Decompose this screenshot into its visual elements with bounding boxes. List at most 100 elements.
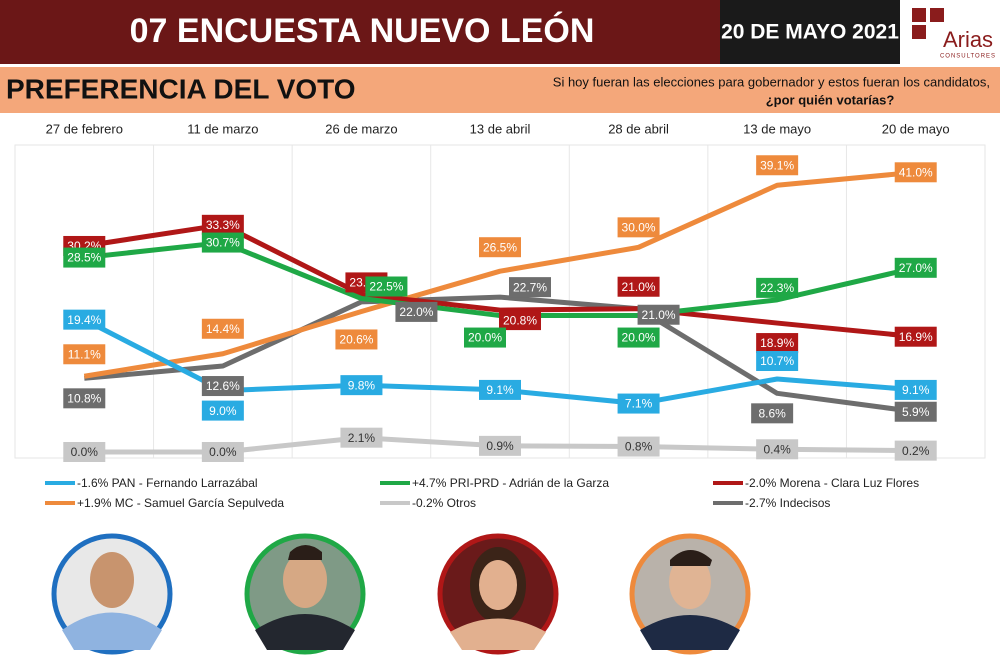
- value-label: 0.9%: [486, 439, 514, 453]
- value-label: 30.7%: [206, 236, 240, 250]
- value-label: 19.4%: [67, 313, 101, 327]
- value-label-box: [201, 232, 244, 253]
- value-label-box: [756, 439, 799, 460]
- value-label-box: [617, 276, 660, 297]
- value-label: 22.3%: [760, 281, 794, 295]
- value-label: 20.6%: [339, 333, 373, 347]
- value-label-box: [63, 309, 106, 330]
- header-bar: [0, 0, 720, 64]
- value-label-box: [894, 401, 937, 422]
- x-tick-label: 13 de mayo: [743, 121, 811, 136]
- value-label-box: [201, 214, 244, 235]
- value-label: 22.7%: [513, 280, 547, 294]
- x-tick-label: 28 de abril: [608, 121, 669, 136]
- value-label-box: [751, 403, 794, 424]
- section-title: PREFERENCIA DEL VOTO: [6, 73, 356, 104]
- value-label: 0.4%: [763, 442, 791, 456]
- value-label-box: [756, 351, 799, 372]
- value-label: 5.9%: [902, 405, 930, 419]
- series-line: [83, 169, 916, 379]
- question-line-1: Si hoy fueran las elecciones para gobern…: [553, 74, 990, 89]
- value-label: 20.0%: [622, 331, 656, 345]
- x-tick-label: 11 de marzo: [187, 121, 258, 136]
- value-label: 22.0%: [399, 305, 433, 319]
- x-tick-label: 27 de febrero: [46, 121, 123, 136]
- header-title: 07 ENCUESTA NUEVO LEÓN: [130, 12, 595, 50]
- value-label-box: [894, 326, 937, 347]
- value-label: 33.3%: [206, 218, 240, 232]
- value-label-box: [201, 442, 244, 462]
- photo-pan: [51, 533, 173, 655]
- value-label: 10.7%: [760, 354, 794, 368]
- legend-label: -2.7% Indecisos: [745, 496, 830, 510]
- header-date: 20 DE MAYO 2021: [721, 21, 899, 44]
- value-label-box: [340, 375, 383, 396]
- value-label-box: [335, 329, 378, 350]
- x-tick-label: 20 de mayo: [882, 121, 950, 136]
- value-label: 16.9%: [899, 330, 933, 344]
- value-label: 18.9%: [760, 336, 794, 350]
- value-label-box: [63, 247, 106, 268]
- date-box: [720, 0, 900, 64]
- question-line-2: ¿por quién votarías?: [766, 92, 895, 107]
- value-label-box: [756, 277, 799, 298]
- logo-icon: [912, 8, 944, 39]
- value-label-box: [464, 327, 506, 348]
- legend-label: -2.0% Morena - Clara Luz Flores: [745, 476, 919, 490]
- value-label: 8.6%: [758, 407, 786, 421]
- value-label: 12.6%: [206, 379, 240, 393]
- value-label: 39.1%: [760, 158, 794, 172]
- section-bar: [0, 67, 1000, 113]
- value-label: 30.0%: [622, 221, 656, 235]
- value-label-box: [201, 400, 244, 421]
- value-label-box: [894, 440, 937, 461]
- value-label: 9.1%: [902, 383, 930, 397]
- value-label: 20.8%: [503, 313, 537, 327]
- value-label: 0.8%: [625, 440, 653, 454]
- chart: 27 de febrero 11 de marzo 26 de marzo 13 de…: [14, 121, 986, 510]
- value-label: 21.0%: [642, 308, 676, 322]
- value-label-box: [617, 217, 660, 238]
- value-label-box: [365, 276, 408, 297]
- candidate-photos: [51, 533, 751, 655]
- value-label-box: [894, 379, 937, 400]
- legend-label: -1.6% PAN - Fernando Larrazábal: [77, 476, 258, 490]
- photo-mc: [629, 533, 751, 655]
- value-label: 10.8%: [67, 391, 101, 405]
- value-label-box: [63, 388, 106, 409]
- value-label-box: [617, 436, 660, 457]
- logo-subtext: CONSULTORES: [940, 54, 996, 60]
- value-label-box: [479, 435, 521, 456]
- value-label-box: [617, 393, 660, 414]
- value-label: 26.5%: [483, 240, 517, 254]
- value-label: 9.8%: [348, 378, 376, 392]
- photo-pri: [244, 533, 366, 655]
- value-label-box: [395, 301, 438, 322]
- value-label-box: [894, 162, 937, 183]
- photo-morena: [437, 533, 559, 655]
- x-tick-label: 26 de marzo: [325, 121, 397, 136]
- value-label: 9.1%: [486, 383, 514, 397]
- x-tick-label: 13 de abril: [470, 121, 531, 136]
- value-label-box: [201, 318, 244, 339]
- value-label-box: [637, 304, 680, 325]
- series-line: [84, 294, 917, 415]
- value-label: 9.0%: [209, 404, 237, 418]
- value-label: 28.5%: [67, 251, 101, 265]
- value-label: 22.5%: [369, 280, 403, 294]
- legend-label: -0.2% Otros: [412, 496, 476, 510]
- value-label-box: [63, 442, 106, 462]
- value-label: 0.2%: [902, 444, 930, 458]
- value-label-box: [499, 310, 541, 331]
- value-label-box: [894, 257, 937, 278]
- value-label: 11.1%: [68, 347, 101, 361]
- value-label-box: [756, 333, 799, 354]
- value-label: 0.0%: [71, 445, 99, 459]
- legend-label: +1.9% MC - Samuel García Sepulveda: [77, 496, 284, 510]
- value-label: 14.4%: [206, 322, 240, 336]
- plot-area: [14, 144, 986, 459]
- value-label-box: [479, 237, 521, 258]
- value-label-box: [479, 379, 521, 400]
- logo-text: Arias: [943, 27, 993, 52]
